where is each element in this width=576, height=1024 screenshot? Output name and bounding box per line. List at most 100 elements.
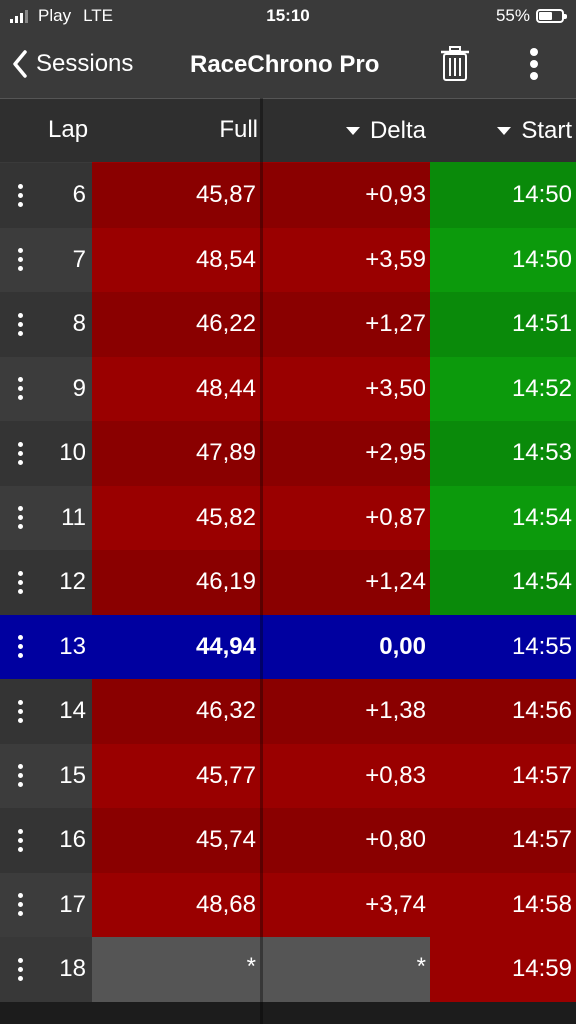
battery-icon bbox=[536, 9, 567, 23]
lap-start-time: 14:55 bbox=[430, 614, 576, 679]
row-menu-button[interactable] bbox=[0, 679, 40, 744]
lap-full-time: * bbox=[92, 937, 262, 1002]
lap-start-time: 14:54 bbox=[430, 485, 576, 550]
lap-full-time: 46,22 bbox=[92, 292, 262, 357]
table-row[interactable]: 16 45,74 +0,80 14:57 bbox=[0, 808, 576, 873]
table-row[interactable]: 18 * * 14:59 bbox=[0, 937, 576, 1002]
header-start[interactable]: Start bbox=[430, 99, 572, 163]
lap-delta: +1,27 bbox=[262, 292, 430, 357]
row-menu-button[interactable] bbox=[0, 292, 40, 357]
header-delta[interactable]: Delta bbox=[262, 99, 426, 163]
row-menu-button[interactable] bbox=[0, 227, 40, 292]
vertical-dots-icon bbox=[17, 764, 23, 788]
lap-start-time: 14:56 bbox=[430, 679, 576, 744]
vertical-dots-icon bbox=[17, 506, 23, 530]
lap-full-time: 46,32 bbox=[92, 679, 262, 744]
lap-full-time: 48,54 bbox=[92, 227, 262, 292]
lap-start-time: 14:50 bbox=[430, 163, 576, 228]
lap-delta: +1,38 bbox=[262, 679, 430, 744]
vertical-dots-icon bbox=[17, 570, 23, 594]
header-delta-label: Delta bbox=[369, 117, 426, 144]
lap-number: 6 bbox=[40, 163, 92, 228]
battery-info: 55% bbox=[495, 6, 567, 26]
table-row[interactable]: 13 44,94 0,00 14:55 bbox=[0, 614, 576, 679]
vertical-dots-icon bbox=[17, 441, 23, 465]
row-menu-button[interactable] bbox=[0, 614, 40, 679]
lap-full-time: 48,68 bbox=[92, 872, 262, 937]
lap-number: 8 bbox=[40, 292, 92, 357]
lap-number: 17 bbox=[40, 872, 92, 937]
table-row[interactable]: 10 47,89 +2,95 14:53 bbox=[0, 421, 576, 486]
vertical-dots-icon bbox=[17, 957, 23, 981]
lap-delta: +2,95 bbox=[262, 421, 430, 486]
battery-percent: 55% bbox=[495, 6, 530, 25]
lap-full-time: 45,77 bbox=[92, 743, 262, 808]
lap-number: 9 bbox=[40, 356, 92, 421]
lap-start-time: 14:50 bbox=[430, 227, 576, 292]
table-row-partial bbox=[0, 162, 576, 164]
vertical-dots-icon bbox=[17, 699, 23, 723]
lap-number: 14 bbox=[40, 679, 92, 744]
lap-full-time: 47,89 bbox=[92, 421, 262, 486]
row-menu-button[interactable] bbox=[0, 872, 40, 937]
table-row[interactable]: 6 45,87 +0,93 14:50 bbox=[0, 163, 576, 228]
lap-start-time: 14:59 bbox=[430, 937, 576, 1002]
lap-full-time: 45,82 bbox=[92, 485, 262, 550]
lap-full-time: 48,44 bbox=[92, 356, 262, 421]
row-menu-button[interactable] bbox=[0, 356, 40, 421]
vertical-dots-icon bbox=[17, 893, 23, 917]
trash-icon[interactable] bbox=[440, 46, 470, 82]
row-menu-button[interactable] bbox=[0, 808, 40, 873]
sort-caret-icon bbox=[497, 127, 512, 135]
status-bar: Play LTE 15:10 55% bbox=[0, 0, 576, 32]
table-row[interactable]: 11 45,82 +0,87 14:54 bbox=[0, 485, 576, 550]
table-row[interactable]: 12 46,19 +1,24 14:54 bbox=[0, 550, 576, 615]
carrier-info: Play LTE bbox=[10, 6, 113, 26]
header-start-label: Start bbox=[521, 117, 572, 144]
page-title: RaceChrono Pro bbox=[190, 51, 380, 78]
table-row[interactable]: 7 48,54 +3,59 14:50 bbox=[0, 227, 576, 292]
lap-delta: +0,83 bbox=[262, 743, 430, 808]
table-row[interactable]: 14 46,32 +1,38 14:56 bbox=[0, 679, 576, 744]
table-row[interactable]: 15 45,77 +0,83 14:57 bbox=[0, 743, 576, 808]
lap-delta: +3,59 bbox=[262, 227, 430, 292]
vertical-dots-icon bbox=[17, 248, 23, 272]
vertical-dots-icon bbox=[17, 377, 23, 401]
back-button[interactable]: Sessions bbox=[12, 50, 133, 78]
lap-start-time: 14:58 bbox=[430, 872, 576, 937]
lap-number: 18 bbox=[40, 937, 92, 1002]
back-label: Sessions bbox=[36, 50, 134, 77]
row-menu-button[interactable] bbox=[0, 421, 40, 486]
table-row[interactable]: 9 48,44 +3,50 14:52 bbox=[0, 356, 576, 421]
lap-number: 11 bbox=[40, 485, 92, 550]
table-row[interactable]: 17 48,68 +3,74 14:58 bbox=[0, 872, 576, 937]
lap-delta: +3,50 bbox=[262, 356, 430, 421]
lap-number: 10 bbox=[40, 421, 92, 486]
row-menu-button[interactable] bbox=[0, 485, 40, 550]
nav-bar: Sessions RaceChrono Pro bbox=[0, 32, 576, 98]
lap-full-time: 44,94 bbox=[92, 614, 262, 679]
lap-number: 7 bbox=[40, 227, 92, 292]
lap-delta: +0,80 bbox=[262, 808, 430, 873]
carrier-name: Play bbox=[38, 6, 72, 25]
more-options-icon[interactable] bbox=[522, 46, 546, 82]
vertical-dots-icon bbox=[17, 312, 23, 336]
header-full[interactable]: Full bbox=[219, 116, 258, 143]
laps-table: 6 45,87 +0,93 14:50 7 48,54 +3,59 14:50 8 46,22 +1… bbox=[0, 162, 576, 1024]
column-divider bbox=[260, 98, 263, 1024]
header-lap[interactable]: Lap bbox=[48, 116, 89, 143]
table-row[interactable]: 8 46,22 +1,27 14:51 bbox=[0, 292, 576, 357]
lap-delta: +1,24 bbox=[262, 550, 430, 615]
row-menu-button[interactable] bbox=[0, 937, 40, 1002]
chevron-left-icon bbox=[13, 50, 27, 78]
lap-delta: +0,87 bbox=[262, 485, 430, 550]
lap-delta: +3,74 bbox=[262, 872, 430, 937]
row-menu-button[interactable] bbox=[0, 743, 40, 808]
vertical-dots-icon bbox=[17, 183, 23, 207]
table-header: Lap Full Delta Start bbox=[0, 98, 576, 162]
row-menu-button[interactable] bbox=[0, 550, 40, 615]
sort-caret-icon bbox=[345, 127, 360, 135]
lap-start-time: 14:52 bbox=[430, 356, 576, 421]
lap-start-time: 14:51 bbox=[430, 292, 576, 357]
row-menu-button[interactable] bbox=[0, 163, 40, 228]
